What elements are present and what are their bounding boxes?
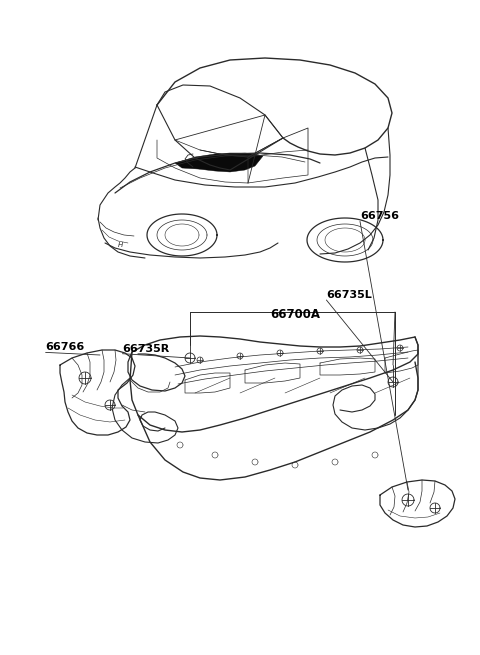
- Polygon shape: [175, 153, 263, 172]
- Text: H: H: [118, 242, 122, 248]
- Text: 66756: 66756: [360, 212, 399, 221]
- Text: 66735R: 66735R: [122, 344, 169, 354]
- Text: 66735L: 66735L: [326, 290, 372, 300]
- Text: 66700A: 66700A: [270, 308, 320, 321]
- Text: 66766: 66766: [46, 343, 85, 352]
